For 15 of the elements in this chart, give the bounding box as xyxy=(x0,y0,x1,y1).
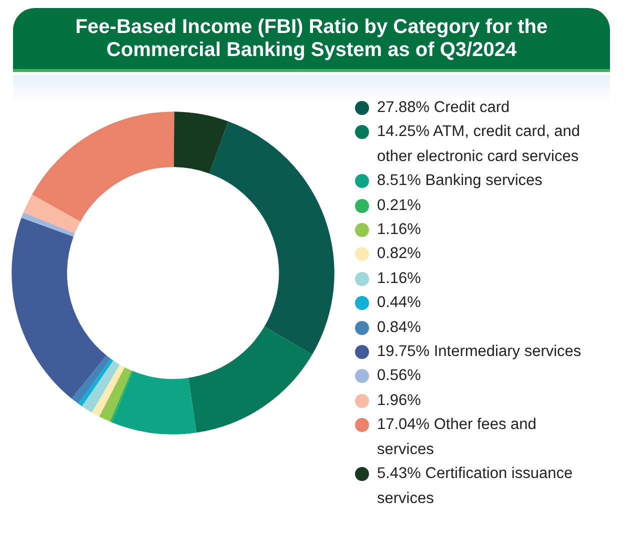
legend-label: 0.21% xyxy=(377,196,421,216)
legend-label: 1.96% xyxy=(377,390,421,411)
legend-label: 8.51% Banking services xyxy=(377,171,542,192)
legend-label: 17.04% Other fees and services xyxy=(377,415,538,460)
legend-label: 0.56% xyxy=(377,366,421,386)
legend-label: 1.16% xyxy=(377,268,421,289)
legend-label: 0.44% xyxy=(377,293,421,314)
legend-label: 5.43% Certification issuance services xyxy=(377,464,574,508)
legend-label: 14.25% ATM, credit card, and other electronic card services xyxy=(377,122,582,167)
legend-label: 1.16% xyxy=(377,220,421,240)
legend-label: 19.75% Intermediary services xyxy=(377,342,582,362)
legend-label: 27.88% Credit card xyxy=(377,98,510,118)
legend-label: 0.84% xyxy=(377,318,421,338)
chart-title: Fee-Based Income (FBI) Ratio by Category for the Commercial Banking System as of Q3/2024 xyxy=(74,16,549,62)
legend-label: 0.82% xyxy=(377,244,421,264)
